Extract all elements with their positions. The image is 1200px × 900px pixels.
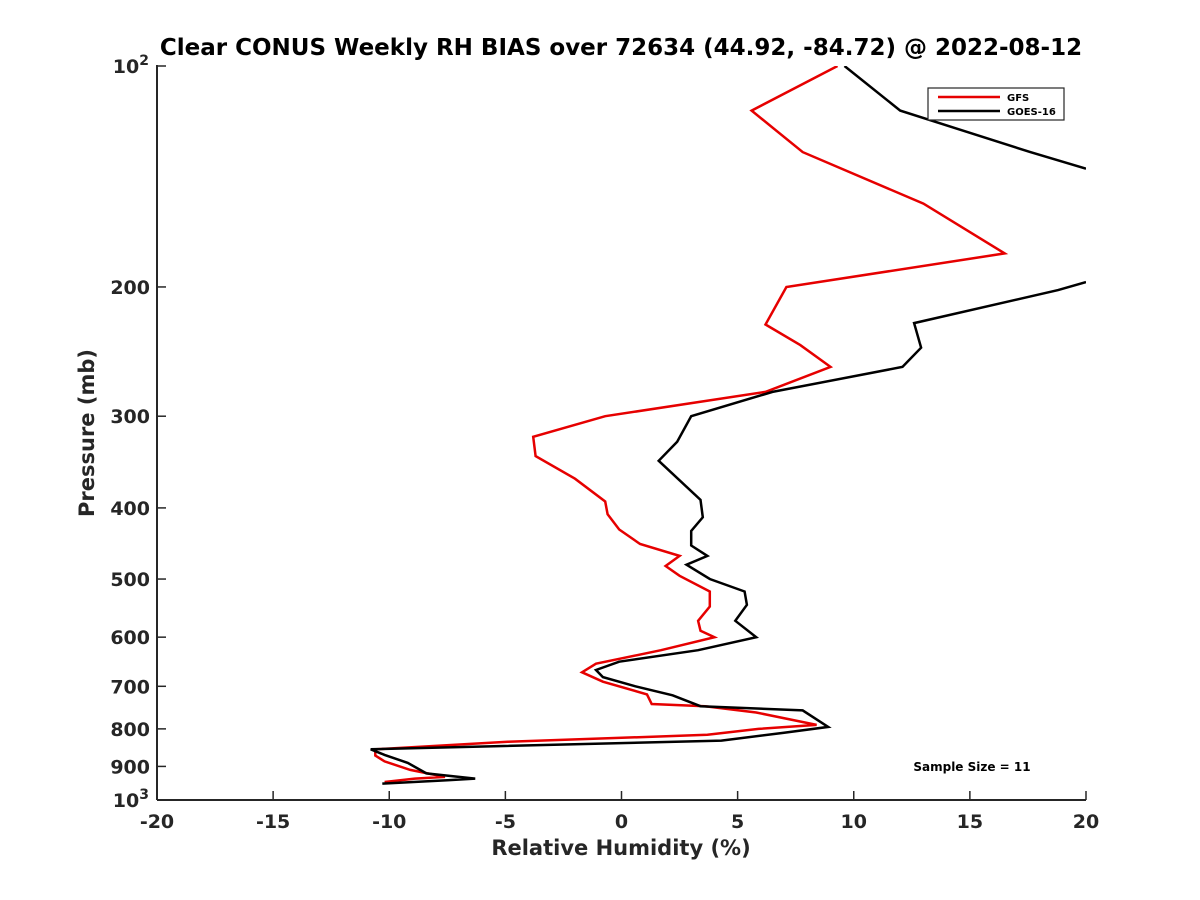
y-tick-label: 300 — [110, 406, 150, 428]
y-tick-label: 700 — [110, 676, 150, 698]
y-tick-label: 500 — [110, 569, 150, 591]
x-tick-label: -5 — [495, 811, 516, 833]
x-tick-label: -15 — [256, 811, 290, 833]
y-tick-label: 800 — [110, 719, 150, 741]
chart-title: Clear CONUS Weekly RH BIAS over 72634 (4… — [160, 35, 1082, 61]
x-tick-label: 0 — [615, 811, 628, 833]
y-tick-label: 400 — [110, 498, 150, 520]
plot-area — [370, 66, 1086, 785]
x-tick-label: -20 — [140, 811, 174, 833]
legend-label: GFS — [1007, 93, 1029, 104]
y-tick-label: 900 — [110, 756, 150, 778]
x-tick-label: 20 — [1073, 811, 1099, 833]
x-tick-label: 15 — [957, 811, 983, 833]
sample-size-annotation: Sample Size = 11 — [913, 760, 1030, 774]
x-tick-label: -10 — [372, 811, 406, 833]
x-axis-label: Relative Humidity (%) — [491, 836, 750, 860]
series-line-gfs — [374, 66, 1009, 784]
x-tick-label: 10 — [841, 811, 867, 833]
y-tick-label: 103 — [113, 787, 149, 812]
series-line-goes-16 — [370, 66, 1086, 785]
y-tick-label: 200 — [110, 277, 150, 299]
x-tick-label: 5 — [731, 811, 744, 833]
y-tick-label: 600 — [110, 627, 150, 649]
y-axis-label: Pressure (mb) — [75, 349, 99, 517]
legend: GFS GOES-16 — [927, 87, 1065, 121]
axes: -20 -15 -10 -5 0 5 10 15 20 102 200 300 400 500 600 700… — [110, 53, 1099, 833]
legend-box — [927, 87, 1065, 121]
legend-label: GOES-16 — [1007, 107, 1056, 118]
y-tick-label: 102 — [113, 53, 149, 78]
